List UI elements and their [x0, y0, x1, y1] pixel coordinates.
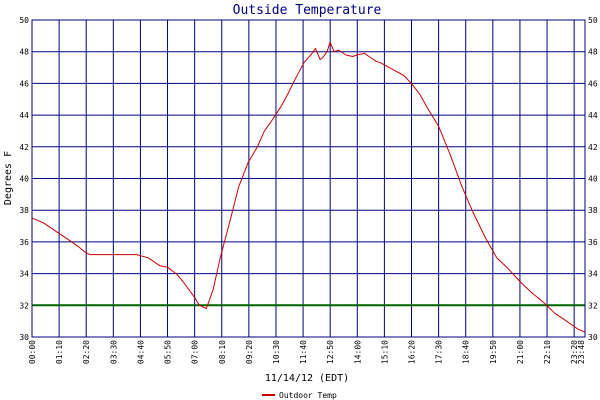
x-tick-label: 21:00: [516, 340, 525, 364]
y-tick-label-right: 50: [588, 16, 598, 25]
x-tick-label: 08:10: [218, 340, 227, 364]
x-tick-label: 14:00: [353, 340, 362, 364]
x-tick-label: 00:00: [28, 340, 37, 364]
y-tick-label-right: 36: [588, 238, 598, 247]
x-tick-label: 16:20: [408, 340, 417, 364]
legend-label: Outdoor Temp: [279, 391, 337, 400]
y-axis-label: Degrees F: [3, 151, 14, 205]
y-tick-label-left: 50: [19, 16, 29, 25]
y-tick-label-right: 34: [588, 270, 598, 279]
chart-title: Outside Temperature: [233, 3, 382, 18]
x-tick-label: 18:40: [462, 340, 471, 364]
y-axis-right-ticks: 30 32 34 36 38 40 42 44 46 48 50: [588, 16, 598, 342]
y-tick-label-right: 48: [588, 48, 598, 57]
y-tick-label-right: 30: [588, 333, 598, 342]
x-tick-label: 01:10: [55, 340, 64, 364]
y-tick-label-left: 48: [19, 48, 29, 57]
y-tick-label-right: 38: [588, 206, 598, 215]
y-tick-label-right: 44: [588, 111, 598, 120]
series-layer: [31, 41, 586, 333]
x-tick-label: 03:30: [109, 340, 118, 364]
y-tick-label-left: 42: [19, 143, 29, 152]
x-tick-label: 23:48: [577, 340, 586, 364]
plot-frame: [31, 19, 586, 338]
y-tick-label-left: 32: [19, 301, 29, 310]
x-tick-label: 05:50: [164, 340, 173, 364]
x-tick-label: 09:20: [245, 340, 254, 364]
y-tick-label-left: 44: [19, 111, 29, 120]
y-tick-label-right: 32: [588, 301, 598, 310]
x-tick-label: 12:50: [326, 340, 335, 364]
x-tick-label: 23:20: [570, 340, 579, 364]
y-axis-left-ticks: 30 32 34 36 38 40 42 44 46 48 50: [19, 16, 29, 342]
series-line-outdoor-temp: [31, 41, 586, 333]
x-tick-label: 07:00: [191, 340, 200, 364]
legend: Outdoor Temp: [262, 391, 337, 400]
x-tick-label: 10:30: [272, 340, 281, 364]
x-tick-label: 19:50: [489, 340, 498, 364]
x-tick-label: 11:40: [299, 340, 308, 364]
x-tick-label: 04:40: [136, 340, 145, 364]
x-tick-label: 15:10: [380, 340, 389, 364]
y-tick-label-left: 40: [19, 175, 29, 184]
y-tick-label-left: 34: [19, 270, 29, 279]
x-axis-label: 11/14/12 (EDT): [265, 373, 349, 384]
x-tick-label: 22:10: [543, 340, 552, 364]
y-tick-label-right: 46: [588, 79, 598, 88]
y-tick-label-right: 40: [588, 175, 598, 184]
x-tick-label: 02:20: [82, 340, 91, 364]
y-tick-label-left: 30: [19, 333, 29, 342]
y-tick-label-left: 46: [19, 79, 29, 88]
y-tick-label-left: 36: [19, 238, 29, 247]
y-tick-label-left: 38: [19, 206, 29, 215]
x-tick-label: 17:30: [435, 340, 444, 364]
y-tick-label-right: 42: [588, 143, 598, 152]
x-axis-ticks: 00:00 01:10 02:20 03:30 04:40 05:50 07:00 08:10…: [28, 340, 586, 364]
